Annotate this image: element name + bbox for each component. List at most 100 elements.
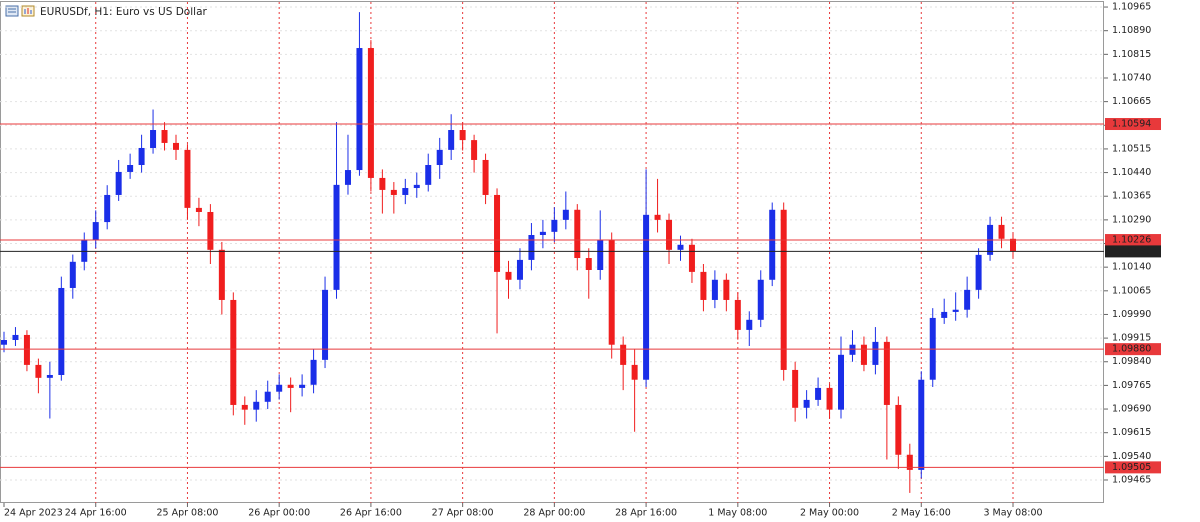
candle-body [46, 374, 53, 378]
candle-body [780, 209, 787, 370]
y-tick-label: 1.10965 [1112, 2, 1151, 13]
price-level-box [1105, 234, 1161, 247]
candle-body [104, 194, 111, 223]
candle-body [138, 147, 145, 166]
candle-body [711, 279, 718, 300]
candle-body [757, 279, 764, 320]
candle-body [803, 399, 810, 408]
candle-body [356, 48, 363, 171]
price-level-label: 1.09505 [1112, 462, 1151, 473]
candle-body [895, 404, 902, 455]
y-tick-label: 1.09990 [1112, 309, 1151, 320]
candle-body [230, 299, 237, 405]
toolbar-icons [5, 5, 35, 17]
candle-body [471, 140, 478, 160]
candle-body [379, 177, 386, 190]
candle-body [688, 244, 695, 272]
x-tick-label: 24 Apr 16:00 [65, 508, 127, 519]
candle-body [310, 359, 317, 385]
price-level-box [1105, 461, 1161, 474]
x-tick-label: 28 Apr 16:00 [615, 508, 677, 519]
candle-body [769, 209, 776, 280]
candle-body [539, 231, 546, 236]
candle-body [195, 207, 202, 212]
y-tick-label: 1.10065 [1112, 285, 1151, 296]
y-tick-label: 1.10740 [1112, 72, 1151, 83]
candle-body [792, 369, 799, 408]
candle-body [287, 384, 294, 388]
x-tick-label: 26 Apr 00:00 [248, 508, 310, 519]
candle-body [322, 289, 329, 360]
candle-body [436, 149, 443, 166]
y-tick-label: 1.10365 [1112, 191, 1151, 202]
candle-body [207, 211, 214, 250]
candle-body [12, 334, 19, 340]
candle-body [184, 149, 191, 208]
candle-body [367, 48, 374, 178]
candle-body [425, 165, 432, 185]
candle-body [299, 384, 306, 388]
candle-body [746, 319, 753, 330]
candle-body [906, 454, 913, 470]
y-tick-label: 1.09690 [1112, 404, 1151, 415]
candle-body [952, 309, 959, 312]
y-tick-label: 1.09765 [1112, 380, 1151, 391]
candle-body [1, 339, 7, 345]
candle-body [516, 259, 523, 280]
price-level-box [1105, 343, 1161, 356]
candle-body [860, 344, 867, 365]
candle-body [448, 130, 455, 150]
candle-body [838, 354, 845, 410]
candle-body [344, 170, 351, 185]
candle-body [620, 344, 627, 365]
candle-body [654, 214, 661, 220]
candle-body [815, 387, 822, 400]
candle-body [562, 209, 569, 220]
candle-body [390, 189, 397, 195]
x-tick-label: 28 Apr 00:00 [523, 508, 585, 519]
price-level-label: 1.09880 [1112, 344, 1151, 355]
candle-body [92, 222, 99, 241]
candle-body [264, 391, 271, 402]
candle-body [998, 224, 1005, 239]
candle-body [115, 171, 122, 195]
candle-body [964, 289, 971, 310]
candle-body [161, 130, 168, 143]
price-level-label: 1.10190 [1112, 246, 1151, 257]
candle-body [172, 142, 179, 150]
x-tick-label: 2 May 00:00 [800, 508, 859, 519]
x-tick-label: 27 Apr 08:00 [432, 508, 494, 519]
x-tick-label: 25 Apr 08:00 [156, 508, 218, 519]
candle-body [849, 344, 856, 355]
candle-body [883, 341, 890, 405]
candle-body [918, 379, 925, 470]
y-tick-label: 1.10815 [1112, 49, 1151, 60]
candle-body [276, 384, 283, 392]
y-tick-label: 1.09615 [1112, 427, 1151, 438]
candle-body [643, 214, 650, 380]
candle-body [150, 130, 157, 148]
candle-body [253, 401, 260, 410]
candle-body [677, 244, 684, 250]
y-tick-label: 1.10515 [1112, 143, 1151, 154]
plot-frame [0, 1, 1104, 503]
x-tick-label: 2 May 16:00 [892, 508, 951, 519]
candle-body [700, 271, 707, 300]
y-tick-label: 1.10290 [1112, 214, 1151, 225]
icon-menu[interactable] [5, 5, 19, 17]
y-tick-label: 1.10440 [1112, 167, 1151, 178]
candle-body [826, 387, 833, 410]
candle-body [528, 235, 535, 260]
candle-body [218, 249, 225, 300]
candle-body [631, 364, 638, 380]
candle-body [505, 271, 512, 280]
x-tick-label: 24 Apr 2023 [4, 508, 63, 519]
candle-body [35, 364, 42, 378]
candle-body [574, 209, 581, 259]
price-level-label: 1.10594 [1112, 119, 1151, 130]
y-tick-label: 1.09840 [1112, 356, 1151, 367]
candle-body [494, 194, 501, 272]
candle-body [723, 279, 730, 300]
y-tick-label: 1.09465 [1112, 474, 1151, 485]
candle-body [402, 188, 409, 195]
